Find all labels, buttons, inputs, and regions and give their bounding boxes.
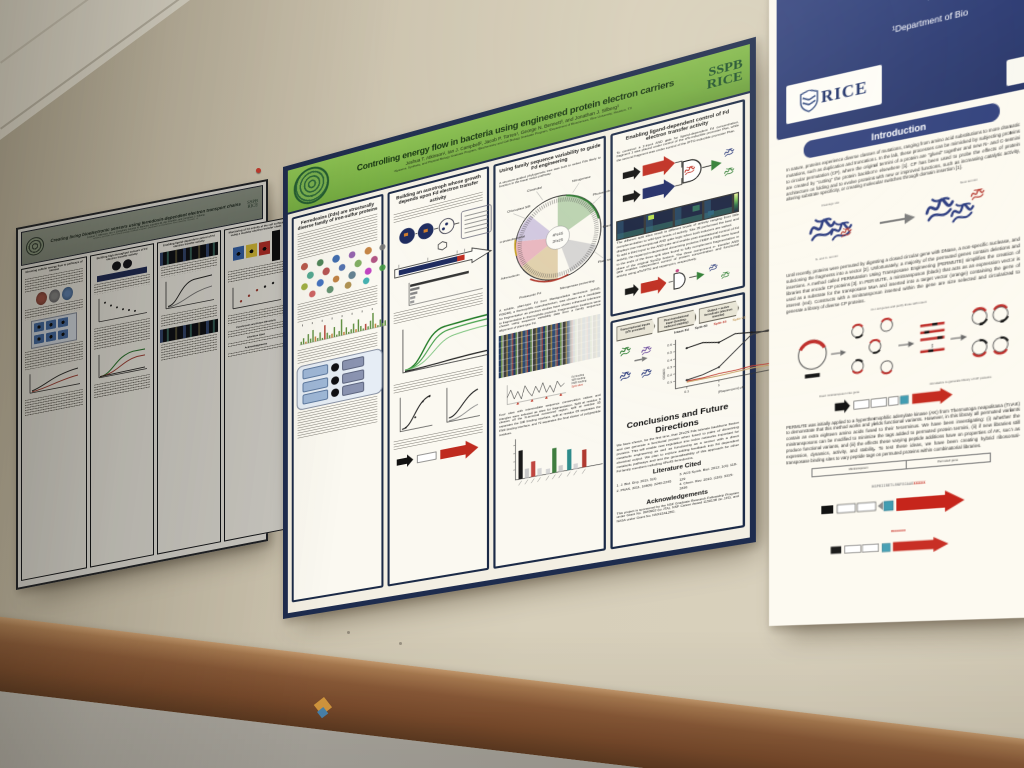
red-pushpin <box>256 168 261 173</box>
tree-label: Adrenodoxin <box>501 272 520 281</box>
fd-structure-gallery <box>300 242 386 298</box>
right-poster-header: Engineering Alicia M. ¹Department of Bio… <box>776 0 1024 141</box>
curve-chart <box>165 274 214 310</box>
ceiling-tile-seam <box>0 0 163 64</box>
red-panel <box>258 240 270 256</box>
scatter-chart <box>98 298 147 323</box>
sspb-emblem-icon <box>26 235 44 258</box>
rice-wordmark: RICE <box>821 77 868 107</box>
tree-label: Chloroplast SIR <box>507 204 531 214</box>
phylogenetic-tree-diagram: 4Fe4S 2Fe2S Clostridial Nitrogenase Phot… <box>500 175 618 301</box>
y-tick: 0.4 <box>668 357 673 362</box>
sspb-rice-logo: SSPB RICE <box>247 198 258 210</box>
y-tick: 0.5 <box>668 350 673 355</box>
y-axis-label: OD600 <box>662 368 667 380</box>
wall-speck <box>399 642 402 645</box>
left-poster-columns: Directing cellular energy flow to pathwa… <box>21 217 288 582</box>
electron-pathway-diagram <box>399 199 496 264</box>
sspb-rice-logo: SSPB RICE <box>707 55 743 92</box>
conclusions-panel: Transcriptional inputs (aTc provided) Po… <box>610 292 746 550</box>
panel: Using family sequence variability to gui… <box>493 135 618 569</box>
ceiling-wall-seam <box>0 0 190 130</box>
partial-logo-box <box>1006 53 1024 87</box>
column-and-gate: Enabling ligand-dependent control of Fd … <box>610 98 746 550</box>
x-tick: 1 <box>718 383 720 388</box>
center-poster-columns: Ferredoxins (Fds) are structurally diver… <box>288 93 750 607</box>
dot-chart <box>232 282 281 310</box>
tree-center-label-bottom: 2Fe2S <box>553 237 565 244</box>
diamond-sticker <box>313 697 333 719</box>
column-auxotroph: Building an auxotroph whose growth depen… <box>387 165 490 587</box>
ceiling <box>0 0 190 140</box>
center-poster: Controlling energy flow in bacteria usin… <box>283 36 756 620</box>
growth-curve-chart <box>98 348 147 379</box>
sspb-emblem-icon <box>293 162 330 209</box>
tree-label: Plant leaf <box>603 221 618 229</box>
tree-label: Clostridial <box>527 185 542 193</box>
blue-panel <box>232 245 244 261</box>
right-poster-author: Alicia M. <box>928 0 971 3</box>
panel: Monitoring of Fd activity at the cell su… <box>224 217 288 542</box>
tree-center-label-top: 4Fe4S <box>553 231 565 238</box>
tree-label: Nitrogenase <box>573 175 592 184</box>
panel: Building high-throughput sensors of Fd e… <box>90 243 154 568</box>
left-poster-column-2: Building high-throughput sensors of Fd e… <box>90 243 154 568</box>
tree-label: Photosynthetic <box>593 187 616 197</box>
induction-curve-chart <box>440 376 485 431</box>
left-poster-column-3: Enabling ligand-dependent control of Fd … <box>157 230 221 555</box>
left-poster-column-1: Directing cellular energy flow to pathwa… <box>21 256 87 582</box>
rice-logo: RICE <box>786 64 882 125</box>
tree-label: Plant root <box>598 257 613 265</box>
tree-label: Prokaryotic Fd <box>520 291 542 300</box>
heatmap-color-scale <box>733 192 740 214</box>
right-poster: Engineering Alicia M. ¹Department of Bio… <box>769 0 1024 626</box>
panel: Enabling ligand-dependent control of Fd … <box>610 98 746 318</box>
y-tick: 0.3 <box>668 365 673 370</box>
right-poster-affiliation: ¹Department of Bio <box>892 6 969 36</box>
left-poster: Creating living bioelectronic sensors us… <box>16 179 288 590</box>
sequence-2-text: MXXXXXX <box>891 529 906 534</box>
panel: Directing cellular energy flow to pathwa… <box>21 256 87 582</box>
sequence-red-part: XXXXX <box>913 481 926 487</box>
y-tick: 0.6 <box>668 343 673 348</box>
cell-icon <box>123 258 132 270</box>
conservation-plot-legend: Fd binding SIR binding FNR binding Split… <box>571 370 600 388</box>
left-poster-column-4: Monitoring of Fd activity at the cell su… <box>224 217 288 542</box>
x-axis-label: [Rapamycin] μM <box>719 384 746 394</box>
figure-label: N- and C- termini <box>815 254 838 262</box>
tree-label: α-proteobacterial <box>500 234 525 244</box>
logo-line-2: RICE <box>247 201 258 209</box>
rice-shield-icon <box>800 87 819 114</box>
induction-curve-chart <box>393 386 437 440</box>
cell-icon <box>112 260 121 272</box>
pathway-sketch <box>29 367 80 394</box>
panel: Enabling ligand-dependent control of Fd … <box>157 230 221 555</box>
figure-label: Cleavage site <box>821 201 839 208</box>
rapamycin-dimerization-sketch <box>617 355 648 392</box>
microbe-image <box>61 285 73 301</box>
microbe-image <box>48 288 60 304</box>
sequence-gray-part: MSPRIIRETLRNFSCAAD <box>871 482 914 490</box>
x-tick: 0.1 <box>685 389 690 394</box>
figure-label: New termini <box>960 178 978 185</box>
x-tick: 10 <box>750 376 754 381</box>
wall-speck <box>347 631 350 634</box>
circular-permutation-figure: Cleavage site New termini N- and C- term… <box>809 178 978 262</box>
yellow-panel <box>245 242 257 259</box>
panel: Building an auxotroph whose growth depen… <box>387 165 490 587</box>
panel: Ferredoxins (Fds) are structurally diver… <box>291 193 384 603</box>
microbe-image <box>35 290 47 306</box>
y-tick: 0.1 <box>668 380 673 385</box>
column-ferredoxins: Ferredoxins (Fds) are structurally diver… <box>291 193 384 603</box>
y-tick: 0.2 <box>668 372 673 377</box>
black-bar <box>271 229 280 262</box>
column-sequence-variability: Using family sequence variability to gui… <box>493 135 618 569</box>
chair-rail-wall <box>0 612 1024 768</box>
